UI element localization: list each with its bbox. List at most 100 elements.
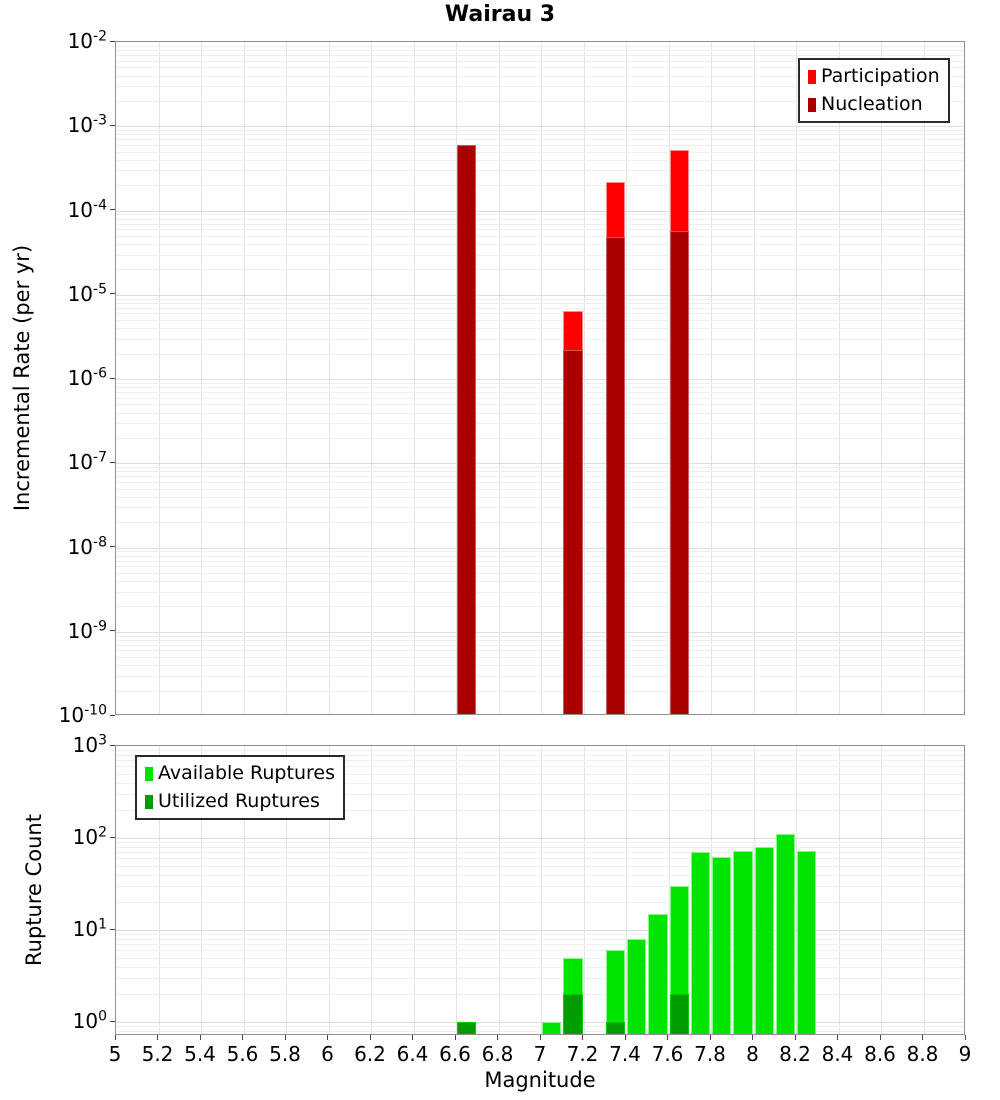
- x-tick-mark: [667, 1035, 668, 1040]
- legend-label-utilized-ruptures: Utilized Ruptures: [158, 790, 320, 812]
- x-tick-mark: [412, 1035, 413, 1040]
- minor-gridline: [116, 1030, 964, 1032]
- x-tick-label: 7: [533, 1042, 547, 1066]
- x-tick-mark: [157, 1035, 158, 1040]
- gridline: [541, 42, 542, 714]
- minor-gridline: [116, 581, 964, 583]
- minor-gridline: [116, 218, 964, 220]
- minor-gridline: [116, 423, 964, 425]
- bar-nucleation: [669, 231, 689, 714]
- bar-available-ruptures: [627, 938, 647, 1034]
- x-axis-label-magnitude: Magnitude: [484, 1068, 596, 1092]
- x-tick-mark: [454, 1035, 456, 1040]
- bar-utilized-ruptures: [563, 994, 583, 1034]
- minor-gridline: [116, 320, 964, 322]
- y-tick-label: 10-4: [67, 196, 107, 222]
- y-tick-label: 102: [72, 824, 107, 849]
- gridline: [711, 42, 712, 714]
- y-tick-label: 10-5: [67, 281, 107, 306]
- minor-gridline: [116, 338, 964, 340]
- major-gridline: [116, 126, 964, 128]
- minor-gridline: [116, 313, 964, 315]
- minor-gridline: [116, 966, 964, 968]
- x-tick-mark: [879, 1035, 881, 1040]
- minor-gridline: [116, 572, 964, 574]
- gridline: [328, 42, 330, 714]
- minor-gridline: [116, 865, 964, 867]
- minor-gridline: [116, 846, 964, 848]
- gridline: [796, 42, 797, 714]
- minor-gridline: [116, 874, 964, 876]
- minor-gridline: [116, 944, 964, 946]
- bar-available-ruptures: [605, 950, 625, 1034]
- minor-gridline: [116, 690, 964, 692]
- gridline: [243, 42, 245, 714]
- minor-gridline: [116, 650, 964, 652]
- y-tick-mark: [110, 630, 115, 632]
- minor-gridline: [116, 934, 964, 936]
- minor-gridline: [116, 235, 964, 237]
- minor-gridline: [116, 481, 964, 483]
- x-tick-label: 8.8: [906, 1042, 939, 1066]
- x-tick-label: 6.6: [439, 1042, 471, 1066]
- legend-label-available-ruptures: Available Ruptures: [158, 762, 335, 784]
- x-tick-mark: [582, 1035, 583, 1040]
- y-tick-mark: [110, 744, 115, 746]
- y-tick-mark: [110, 209, 115, 210]
- minor-gridline: [116, 397, 964, 399]
- x-tick-label: 6.4: [396, 1042, 429, 1066]
- y-tick-label: 10-3: [67, 112, 107, 138]
- minor-gridline: [116, 55, 964, 57]
- minor-gridline: [116, 858, 964, 860]
- minor-gridline: [116, 307, 964, 309]
- bar-available-ruptures: [754, 846, 774, 1034]
- gridline: [498, 42, 500, 714]
- x-tick-mark: [964, 1035, 966, 1040]
- minor-gridline: [116, 644, 964, 646]
- x-tick-mark: [709, 1035, 711, 1040]
- available-ruptures-swatch-icon: [145, 766, 153, 781]
- gridline: [881, 42, 882, 714]
- minor-gridline: [116, 639, 964, 641]
- bar-nucleation: [605, 237, 625, 714]
- x-tick-mark: [199, 1035, 201, 1040]
- gridline: [923, 42, 925, 714]
- y-tick-mark: [110, 546, 115, 547]
- y-tick-mark: [110, 124, 115, 126]
- minor-gridline: [116, 842, 964, 844]
- x-tick-label: 8: [746, 1042, 759, 1066]
- x-tick-label: 5.2: [141, 1042, 174, 1066]
- y-tick-label: 10-6: [67, 365, 107, 390]
- gridline: [583, 42, 585, 714]
- legend-item-participation: Participation: [808, 65, 940, 88]
- minor-gridline: [116, 957, 964, 959]
- utilized-ruptures-swatch-icon: [145, 794, 153, 809]
- x-tick-label: 8.6: [864, 1042, 896, 1066]
- x-tick-label: 7.6: [651, 1042, 684, 1066]
- gridline: [838, 746, 840, 1034]
- minor-gridline: [116, 328, 964, 330]
- major-gridline: [116, 294, 964, 296]
- minor-gridline: [116, 994, 964, 996]
- x-tick-mark: [284, 1035, 286, 1040]
- bar-utilized-ruptures: [669, 994, 689, 1034]
- minor-gridline: [116, 144, 964, 146]
- major-gridline: [116, 1022, 964, 1023]
- minor-gridline: [116, 353, 964, 355]
- minor-gridline: [116, 496, 964, 498]
- bar-available-ruptures: [690, 852, 710, 1034]
- bar-available-ruptures: [797, 851, 817, 1034]
- minor-gridline: [116, 507, 964, 509]
- major-gridline: [116, 547, 964, 549]
- x-tick-mark: [114, 1035, 116, 1040]
- minor-gridline: [116, 159, 964, 161]
- gridline: [371, 746, 372, 1034]
- minor-gridline: [116, 560, 964, 562]
- minor-gridline: [116, 555, 964, 557]
- y-tick-mark: [110, 461, 115, 463]
- x-tick-label: 8.2: [779, 1042, 811, 1066]
- gridline: [498, 746, 500, 1034]
- gridline: [201, 42, 202, 714]
- minor-gridline: [116, 657, 964, 659]
- minor-gridline: [116, 978, 964, 980]
